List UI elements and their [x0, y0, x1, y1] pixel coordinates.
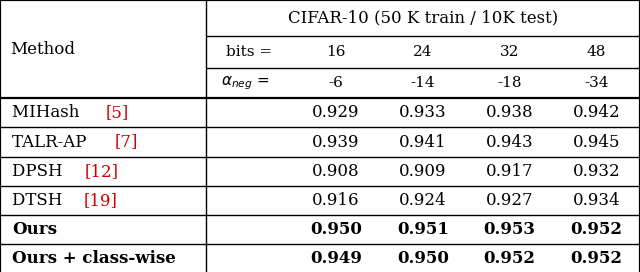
Text: 0.943: 0.943 [486, 134, 534, 150]
Text: [12]: [12] [84, 163, 118, 180]
Text: 0.952: 0.952 [571, 221, 623, 238]
Text: 0.942: 0.942 [573, 104, 620, 121]
Text: 0.917: 0.917 [486, 163, 534, 180]
Text: -14: -14 [410, 76, 435, 90]
Text: 0.938: 0.938 [486, 104, 534, 121]
Text: TALR-AP: TALR-AP [12, 134, 92, 150]
Text: [19]: [19] [84, 192, 118, 209]
Text: 0.924: 0.924 [399, 192, 447, 209]
Text: 0.952: 0.952 [571, 250, 623, 267]
Text: 0.909: 0.909 [399, 163, 447, 180]
Text: Ours: Ours [12, 221, 57, 238]
Text: 0.952: 0.952 [484, 250, 536, 267]
Text: 0.950: 0.950 [397, 250, 449, 267]
Text: DPSH: DPSH [12, 163, 68, 180]
Text: 16: 16 [326, 45, 346, 59]
Text: DTSH: DTSH [12, 192, 68, 209]
Text: 0.916: 0.916 [312, 192, 360, 209]
Text: 0.934: 0.934 [573, 192, 620, 209]
Text: 0.951: 0.951 [397, 221, 449, 238]
Text: 0.939: 0.939 [312, 134, 360, 150]
Text: CIFAR-10 (50 K train / 10K test): CIFAR-10 (50 K train / 10K test) [288, 10, 558, 27]
Text: 0.949: 0.949 [310, 250, 362, 267]
Text: 24: 24 [413, 45, 433, 59]
Text: 0.945: 0.945 [573, 134, 620, 150]
Text: $\alpha_{neg}$ =: $\alpha_{neg}$ = [221, 75, 269, 92]
Text: 0.927: 0.927 [486, 192, 534, 209]
Text: MIHash: MIHash [12, 104, 84, 121]
Text: -34: -34 [584, 76, 609, 90]
Text: 0.950: 0.950 [310, 221, 362, 238]
Text: 0.929: 0.929 [312, 104, 360, 121]
Text: bits =: bits = [226, 45, 272, 59]
Text: -6: -6 [328, 76, 344, 90]
Text: Ours + class-wise: Ours + class-wise [12, 250, 176, 267]
Text: [7]: [7] [115, 134, 138, 150]
Text: 0.932: 0.932 [573, 163, 620, 180]
Text: [5]: [5] [106, 104, 129, 121]
Text: 0.933: 0.933 [399, 104, 447, 121]
Text: 32: 32 [500, 45, 520, 59]
Text: 48: 48 [587, 45, 606, 59]
Text: 0.908: 0.908 [312, 163, 360, 180]
Text: -18: -18 [497, 76, 522, 90]
Text: 0.941: 0.941 [399, 134, 447, 150]
Text: 0.953: 0.953 [484, 221, 536, 238]
Text: Method: Method [10, 41, 75, 58]
